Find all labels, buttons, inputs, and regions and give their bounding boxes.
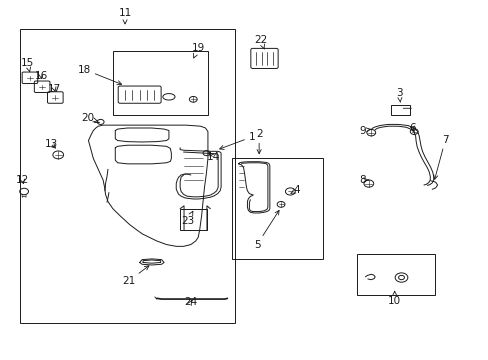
Text: 8: 8 <box>359 175 368 185</box>
Text: 19: 19 <box>191 43 204 58</box>
Text: 20: 20 <box>81 113 98 123</box>
Text: 16: 16 <box>35 71 48 81</box>
Text: 18: 18 <box>78 64 122 85</box>
Text: 10: 10 <box>387 291 401 306</box>
Text: 15: 15 <box>21 58 34 72</box>
Text: 23: 23 <box>181 211 194 226</box>
Text: 22: 22 <box>253 35 266 49</box>
Text: 1: 1 <box>219 132 255 149</box>
Text: 17: 17 <box>48 84 61 94</box>
Bar <box>390 105 409 116</box>
Bar <box>232 158 322 259</box>
Bar <box>180 209 206 230</box>
Bar <box>113 51 207 116</box>
Text: 3: 3 <box>395 88 402 102</box>
Bar <box>356 253 434 295</box>
Bar <box>20 30 234 323</box>
Text: 21: 21 <box>122 266 148 286</box>
Text: 6: 6 <box>408 123 415 133</box>
Text: 12: 12 <box>16 175 29 185</box>
Text: 7: 7 <box>433 135 448 179</box>
Text: 2: 2 <box>255 129 262 154</box>
Text: 5: 5 <box>253 210 279 249</box>
Text: 4: 4 <box>290 185 300 195</box>
Text: 24: 24 <box>184 297 197 307</box>
Text: 9: 9 <box>359 126 370 135</box>
Text: 11: 11 <box>118 8 131 24</box>
Text: 13: 13 <box>45 139 58 149</box>
Text: 14: 14 <box>206 152 220 162</box>
